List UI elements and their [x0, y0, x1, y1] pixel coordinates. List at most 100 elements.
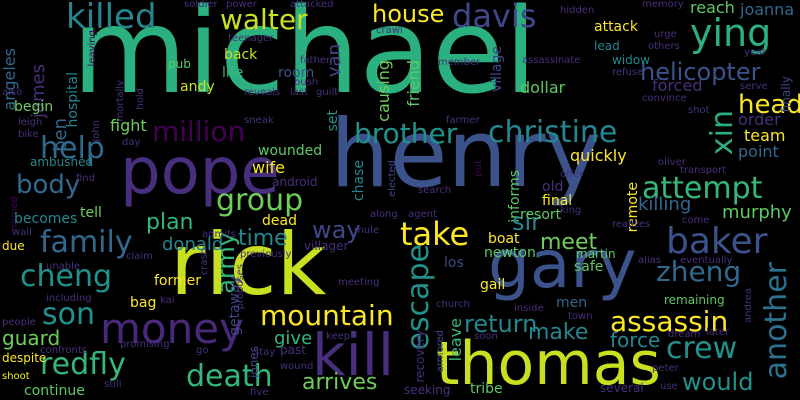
word-andrea: andrea [743, 288, 754, 323]
word-life: life [222, 65, 244, 81]
word-finally: finally [779, 76, 793, 113]
word-son: son [42, 297, 95, 332]
word-soon: soon [474, 331, 498, 342]
word-assassinate: assassinate [522, 55, 581, 66]
word-tell: tell [80, 205, 102, 221]
word-way: way [312, 216, 361, 244]
word-urge: urge [654, 29, 677, 40]
word-family: family [40, 225, 133, 260]
word-several: several [600, 381, 644, 395]
word-leaving: leaving [87, 30, 98, 67]
word-remaining: remaining [664, 293, 725, 307]
word-begin: begin [14, 99, 54, 115]
word-recovery: recovery [413, 330, 427, 383]
word-offer: offer [560, 169, 584, 180]
word-newton: newton [484, 245, 536, 261]
word-king: king [560, 205, 582, 216]
word-brother: brother [354, 117, 458, 150]
word-others: others [648, 41, 680, 52]
word-fight: fight [110, 116, 147, 135]
word-wound: wound [280, 361, 314, 372]
word-michael: michael [72, 0, 538, 120]
word-oliver: oliver [658, 157, 686, 168]
word-attacked: attacked [290, 0, 334, 10]
word-xin: xin [705, 110, 740, 156]
word-million: million [152, 115, 246, 148]
word-assassin: assassin [610, 305, 729, 338]
word-soldier: soldier [184, 0, 218, 10]
word-android: android [272, 175, 318, 189]
word-team: team [744, 126, 786, 145]
word-forced: forced [652, 76, 703, 95]
word-would: would [682, 368, 754, 396]
word-give: give [274, 328, 313, 349]
word-member: member [438, 57, 481, 68]
word-mountain: mountain [260, 299, 394, 332]
word-dream: dream [668, 329, 701, 340]
word-elected: elected [387, 160, 398, 198]
word-father: father [300, 55, 331, 66]
word-cheng: cheng [20, 259, 113, 294]
word-villager: villager [304, 239, 349, 253]
word-gary: gary [488, 226, 637, 303]
word-hold: hold [135, 88, 146, 110]
word-sneak: sneak [244, 115, 274, 126]
word-also: also [2, 87, 23, 98]
word-final: final [542, 193, 573, 209]
word-sir: sir [512, 208, 542, 236]
word-bush: bush [294, 77, 319, 88]
word-quickly: quickly [570, 146, 627, 165]
word-killing: killing [638, 194, 692, 215]
word-day: day [122, 137, 141, 148]
word-meeting: meeting [338, 277, 380, 288]
word-baker: baker [666, 221, 768, 262]
word-guilt: guilt [316, 87, 339, 98]
word-keep: keep [326, 331, 351, 342]
word-people: people [2, 317, 36, 328]
word-take: take [400, 215, 470, 253]
word-chase: chase [351, 160, 367, 202]
word-davis: davis [452, 0, 537, 35]
word-village: village [489, 46, 505, 93]
word-use: use [660, 381, 678, 392]
word-agent: agent [408, 209, 437, 220]
word-hospital: hospital [65, 72, 81, 128]
word-eventually: eventually [680, 255, 733, 266]
word-shot: shot [688, 105, 710, 116]
word-gail: gail [480, 277, 506, 293]
word-come: come [682, 215, 710, 226]
word-help: help [40, 131, 105, 166]
word-teenager: teenager [228, 33, 274, 44]
word-los: los [444, 255, 464, 271]
word-thomas: thomas [436, 329, 661, 399]
word-house: house [372, 0, 445, 28]
word-force: force [610, 328, 661, 352]
word-pope: pope [120, 135, 280, 209]
word-crawl: crawl [376, 25, 403, 36]
word-still: still [104, 379, 122, 390]
word-promising: promising [120, 339, 170, 350]
word-power: power [226, 0, 257, 10]
word-make: make [528, 320, 589, 345]
word-dead: dead [262, 213, 297, 229]
word-old: old [542, 179, 564, 195]
word-ambushed: ambushed [30, 155, 94, 169]
word-mule: mule [354, 225, 380, 236]
word-year: year [744, 47, 767, 58]
word-unable: unable [46, 261, 81, 272]
word-former: former [154, 273, 202, 289]
word-guard: guard [2, 326, 61, 350]
word-andy: andy [180, 79, 215, 95]
word-proposes: proposes [235, 264, 246, 310]
word-reveals: reveals [244, 87, 281, 98]
word-peter: peter [652, 363, 679, 374]
word-later: later [706, 327, 730, 338]
word-due: due [2, 239, 25, 253]
word-murphy: murphy [722, 202, 792, 223]
word-past: past [280, 343, 306, 357]
word-leave: leave [446, 318, 465, 362]
word-admits: admits [202, 229, 237, 240]
word-killed: killed [66, 0, 157, 37]
word-back: back [224, 47, 258, 63]
word-farmer: farmer [446, 115, 480, 126]
